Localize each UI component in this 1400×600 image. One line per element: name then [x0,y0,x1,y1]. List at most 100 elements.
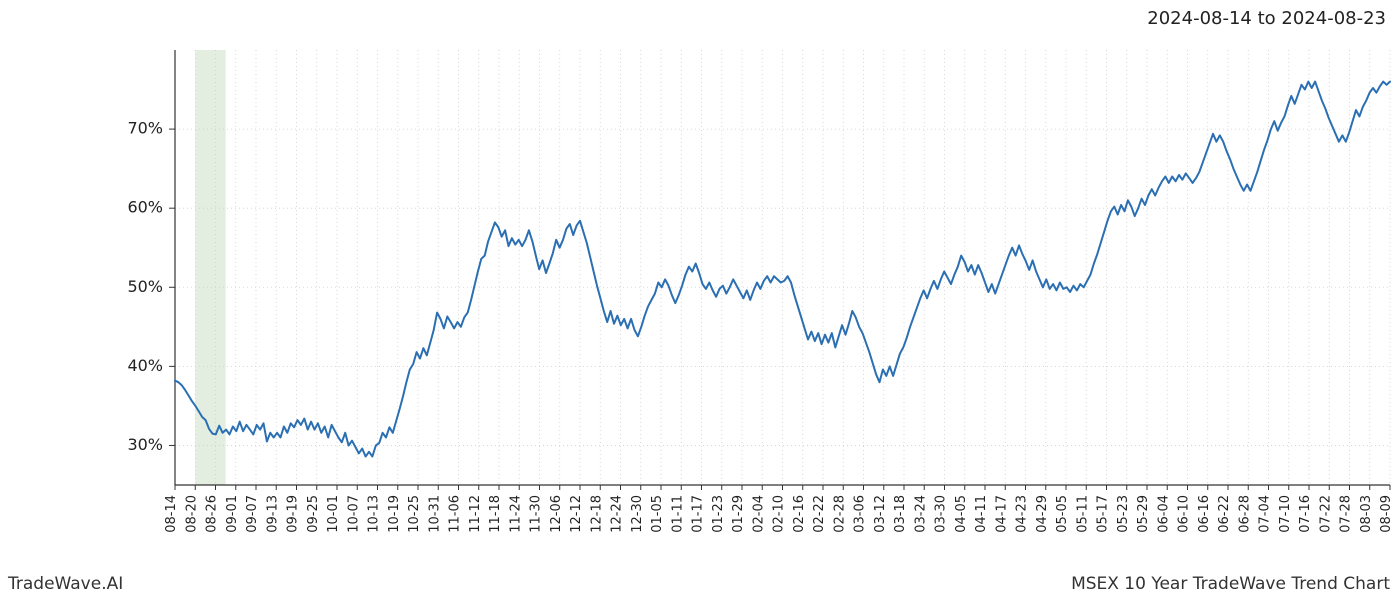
x-tick-label: 07-22 [1318,495,1333,533]
x-tick-label: 11-18 [488,495,503,533]
x-tick-label: 04-05 [954,495,969,533]
svg-text:03-12: 03-12 [873,495,888,533]
svg-text:01-29: 01-29 [731,495,746,533]
svg-text:50%: 50% [127,277,163,296]
x-tick-label: 10-01 [326,495,341,533]
svg-text:10-19: 10-19 [387,495,402,533]
svg-text:02-04: 02-04 [751,495,766,533]
svg-text:08-09: 08-09 [1379,495,1394,533]
x-tick-label: 03-24 [913,495,928,533]
x-tick-label: 11-30 [529,495,544,533]
y-tick-label: 60% [127,198,163,217]
y-tick-label: 40% [127,356,163,375]
svg-text:07-28: 07-28 [1339,495,1354,533]
x-tick-label: 07-04 [1258,495,1273,533]
svg-text:11-24: 11-24 [508,495,523,533]
svg-text:10-01: 10-01 [326,495,341,533]
svg-text:06-28: 06-28 [1237,495,1252,533]
x-tick-label: 09-01 [225,495,240,533]
svg-text:01-11: 01-11 [670,495,685,533]
x-tick-label: 03-30 [934,495,949,533]
svg-text:06-04: 06-04 [1156,495,1171,533]
svg-text:01-23: 01-23 [711,495,726,533]
svg-text:03-18: 03-18 [893,495,908,533]
svg-text:12-12: 12-12 [569,495,584,533]
x-tick-label: 07-10 [1278,495,1293,533]
svg-text:12-06: 12-06 [549,495,564,533]
svg-text:04-11: 04-11 [974,495,989,533]
svg-text:12-18: 12-18 [589,495,604,533]
svg-text:05-05: 05-05 [1055,495,1070,533]
x-tick-label: 04-29 [1035,495,1050,533]
x-tick-label: 11-06 [448,495,463,533]
x-tick-label: 08-09 [1379,495,1394,533]
svg-text:09-01: 09-01 [225,495,240,533]
x-tick-label: 01-17 [691,495,706,533]
x-tick-label: 09-07 [245,495,260,533]
svg-text:11-18: 11-18 [488,495,503,533]
svg-text:10-07: 10-07 [346,495,361,533]
date-range: 2024-08-14 to 2024-08-23 [1147,8,1386,29]
svg-text:07-04: 07-04 [1258,495,1273,533]
x-tick-label: 05-11 [1075,495,1090,533]
trend-chart: 30%40%50%60%70%08-1408-2008-2609-0109-07… [0,0,1400,600]
svg-text:02-28: 02-28 [832,495,847,533]
svg-text:05-11: 05-11 [1075,495,1090,533]
x-tick-label: 12-24 [610,495,625,533]
footer-brand: TradeWave.AI [8,574,123,594]
x-tick-label: 08-26 [205,495,220,533]
svg-text:03-30: 03-30 [934,495,949,533]
x-tick-label: 02-28 [832,495,847,533]
svg-text:07-10: 07-10 [1278,495,1293,533]
x-tick-label: 06-28 [1237,495,1252,533]
svg-text:04-05: 04-05 [954,495,969,533]
x-tick-label: 06-16 [1197,495,1212,533]
svg-text:04-17: 04-17 [994,495,1009,533]
svg-text:02-10: 02-10 [772,495,787,533]
svg-text:09-13: 09-13 [265,495,280,533]
svg-text:04-29: 04-29 [1035,495,1050,533]
x-tick-label: 07-16 [1298,495,1313,533]
x-tick-label: 12-30 [630,495,645,533]
x-tick-label: 12-06 [549,495,564,533]
x-tick-label: 11-24 [508,495,523,533]
svg-text:03-24: 03-24 [913,495,928,533]
x-tick-label: 04-23 [1015,495,1030,533]
x-tick-label: 08-03 [1359,495,1374,533]
x-tick-label: 08-20 [184,495,199,533]
svg-text:08-20: 08-20 [184,495,199,533]
svg-text:11-12: 11-12 [468,495,483,533]
x-tick-label: 03-12 [873,495,888,533]
svg-text:09-07: 09-07 [245,495,260,533]
y-tick-label: 30% [127,435,163,454]
x-tick-label: 05-29 [1136,495,1151,533]
x-tick-label: 02-10 [772,495,787,533]
x-tick-label: 02-04 [751,495,766,533]
svg-text:02-16: 02-16 [792,495,807,533]
y-tick-label: 70% [127,119,163,138]
svg-text:05-17: 05-17 [1096,495,1111,533]
svg-text:06-22: 06-22 [1217,495,1232,533]
x-tick-label: 10-07 [346,495,361,533]
svg-text:08-26: 08-26 [205,495,220,533]
x-tick-label: 09-25 [306,495,321,533]
x-tick-label: 10-19 [387,495,402,533]
svg-text:30%: 30% [127,435,163,454]
svg-text:05-29: 05-29 [1136,495,1151,533]
x-tick-label: 10-13 [367,495,382,533]
x-tick-label: 10-31 [427,495,442,533]
x-tick-label: 02-22 [812,495,827,533]
x-tick-label: 01-05 [650,495,665,533]
svg-text:09-25: 09-25 [306,495,321,533]
x-tick-label: 01-29 [731,495,746,533]
x-tick-label: 06-10 [1177,495,1192,533]
svg-text:70%: 70% [127,119,163,138]
x-tick-label: 04-17 [994,495,1009,533]
svg-text:06-10: 06-10 [1177,495,1192,533]
svg-text:06-16: 06-16 [1197,495,1212,533]
svg-text:11-06: 11-06 [448,495,463,533]
x-tick-label: 09-19 [286,495,301,533]
svg-text:12-30: 12-30 [630,495,645,533]
x-tick-label: 06-04 [1156,495,1171,533]
svg-text:40%: 40% [127,356,163,375]
